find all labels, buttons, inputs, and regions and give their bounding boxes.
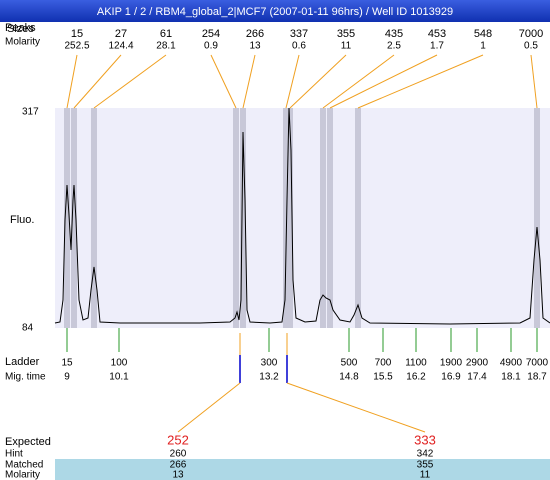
peak-connector: [210, 54, 237, 109]
expected-row-label: Hint: [5, 449, 23, 460]
peak-size: 337: [290, 28, 308, 40]
ladder-time: 10.1: [109, 372, 129, 383]
peak-size: 15: [71, 28, 83, 40]
y-max: 317: [22, 107, 39, 118]
peak-size: 435: [385, 28, 403, 40]
expected-matched: 266: [170, 460, 187, 471]
expected-expected: 252: [167, 432, 189, 447]
ladder-size: 700: [375, 358, 392, 369]
ladder-time: 14.8: [339, 372, 359, 383]
ladder-size: 15: [61, 358, 73, 369]
peak-band: [355, 108, 361, 328]
expected-expected: 333: [414, 432, 436, 447]
peak-band: [534, 108, 540, 328]
peak-molarity: 1.7: [430, 41, 444, 52]
peak-molarity: 2.5: [387, 41, 401, 52]
ladder-time: 15.5: [373, 372, 393, 383]
sizes-label: Sizes: [7, 23, 34, 35]
peak-connector: [285, 54, 300, 109]
y-label: Fluo.: [10, 214, 34, 226]
peak-molarity: 1: [480, 41, 486, 52]
title: AKIP 1 / 2 / RBM4_global_2|MCF7 (2007-01…: [97, 6, 453, 18]
expected-matched: 355: [417, 460, 434, 471]
expected-hint: 342: [417, 449, 434, 460]
peak-connector: [93, 54, 167, 109]
ladder-time: 16.9: [441, 372, 461, 383]
trace: [54, 107, 550, 325]
expected-connector: [177, 382, 241, 433]
ladder-size: 7000: [526, 358, 549, 369]
y-min: 84: [22, 323, 34, 334]
peak-connector: [357, 54, 484, 109]
expected-row-label: Matched: [5, 460, 43, 471]
peak-molarity: 11: [341, 41, 352, 52]
peak-connector: [66, 54, 78, 109]
peak-molarity: 252.5: [64, 41, 89, 52]
peak-connector: [322, 54, 395, 109]
molarity-label: Molarity: [5, 37, 40, 48]
peak-band: [240, 108, 246, 328]
peak-band: [233, 108, 239, 328]
peak-size: 7000: [519, 28, 543, 40]
peak-band: [320, 108, 326, 328]
ladder-time: 18.7: [527, 372, 547, 383]
peak-molarity: 13: [249, 41, 261, 52]
peak-size: 355: [337, 28, 355, 40]
expected-molarity: 11: [420, 470, 431, 480]
ladder-size: 1100: [405, 358, 427, 369]
title-bar: [0, 0, 550, 22]
plot-area: [55, 108, 550, 328]
peak-connector: [530, 54, 538, 109]
ladder-size: 500: [341, 358, 358, 369]
matched-band: [55, 459, 550, 480]
peak-size: 453: [428, 28, 446, 40]
expected-hint: 260: [170, 449, 187, 460]
ladder-time: 16.2: [406, 372, 426, 383]
ladder-size: 1900: [440, 358, 463, 369]
peak-band: [287, 108, 293, 328]
ladder-label: Ladder: [5, 356, 40, 368]
peak-size: 548: [474, 28, 492, 40]
ladder-time: 13.2: [259, 372, 279, 383]
ladder-size: 2900: [466, 358, 489, 369]
ladder-time: 18.1: [501, 372, 521, 383]
expected-connector: [286, 382, 426, 433]
ladder-time: 17.4: [467, 372, 487, 383]
ladder-size: 100: [111, 358, 128, 369]
peak-molarity: 28.1: [156, 41, 176, 52]
peak-size: 61: [160, 28, 172, 40]
peak-connector: [329, 54, 438, 109]
peak-molarity: 0.5: [524, 41, 538, 52]
time-label: Mig. time: [5, 372, 46, 383]
peak-size: 254: [202, 28, 220, 40]
ladder-time: 9: [64, 372, 70, 383]
peaks-label: Peaks: [5, 22, 36, 34]
peak-connector: [73, 54, 122, 109]
peak-band: [64, 108, 70, 328]
peak-molarity: 0.6: [292, 41, 306, 52]
expected-row-label: Expected: [5, 436, 51, 448]
peak-size: 27: [115, 28, 127, 40]
peak-size: 266: [246, 28, 264, 40]
peak-band: [283, 108, 289, 328]
peak-band: [91, 108, 97, 328]
expected-row-label: Molarity: [5, 470, 40, 480]
peak-band: [327, 108, 333, 328]
peak-connector: [289, 54, 347, 109]
ladder-size: 4900: [500, 358, 523, 369]
ladder-size: 300: [261, 358, 278, 369]
peak-molarity: 0.9: [204, 41, 218, 52]
peak-molarity: 124.4: [108, 41, 133, 52]
peak-band: [71, 108, 77, 328]
peak-connector: [242, 54, 256, 109]
expected-molarity: 13: [172, 470, 184, 480]
